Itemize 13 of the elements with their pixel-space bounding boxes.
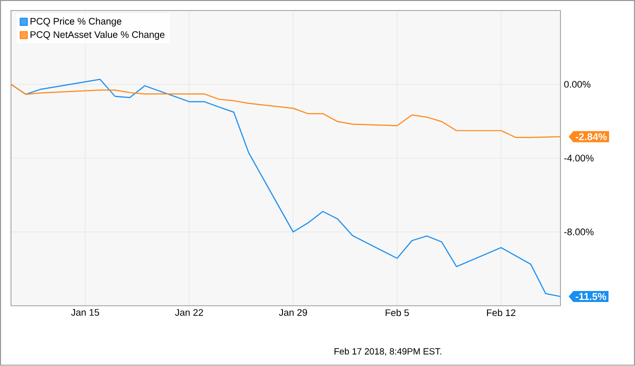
y-tick-label: -4.00% bbox=[564, 154, 594, 162]
x-tick-label: Jan 29 bbox=[279, 309, 307, 316]
legend-label: PCQ NetAsset Value % Change bbox=[30, 31, 164, 40]
x-tick-label: Feb 12 bbox=[487, 309, 516, 316]
annotation: -2.84% bbox=[576, 133, 607, 140]
x-tick-label: Feb 5 bbox=[386, 309, 409, 316]
x-tick-label: Jan 15 bbox=[71, 309, 100, 316]
y-tick-label: -8.00% bbox=[564, 228, 594, 236]
y-tick-label: 0.00% bbox=[564, 81, 590, 88]
text: Feb 17 2018, 8:49PM EST. bbox=[334, 348, 442, 356]
annotation: -11.5% bbox=[576, 293, 606, 300]
legend-label: PCQ Price % Change bbox=[30, 18, 122, 27]
x-tick-label: Jan 22 bbox=[175, 309, 203, 316]
